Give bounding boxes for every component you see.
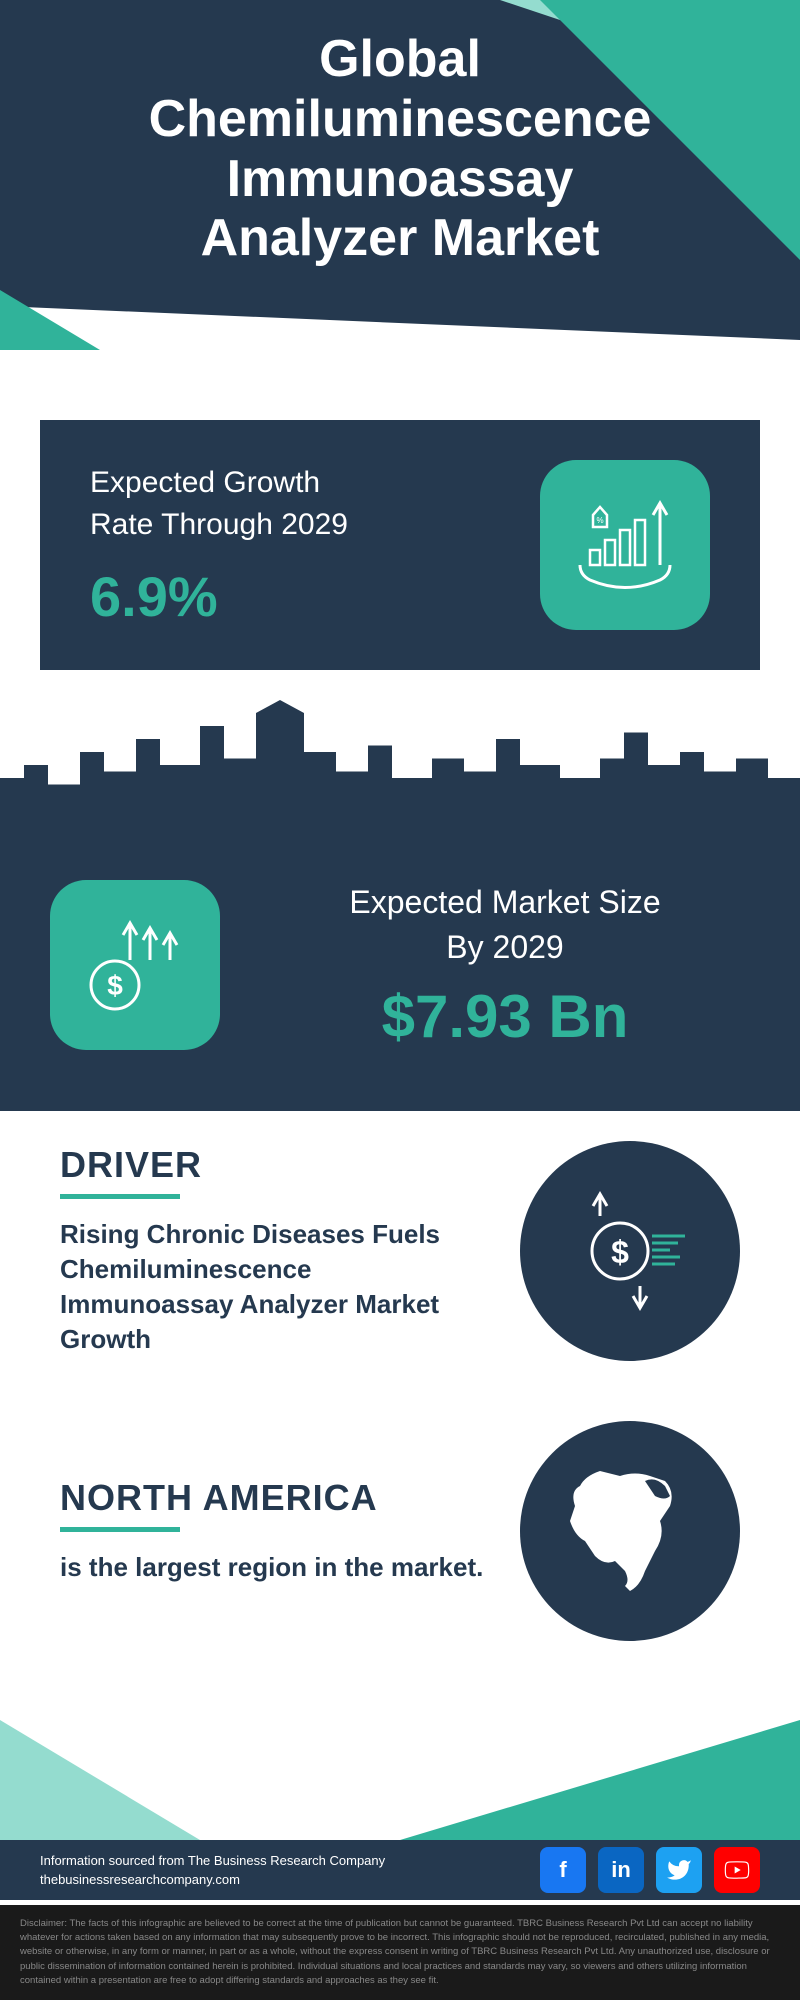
- region-underline: [60, 1527, 180, 1532]
- dollar-growth-icon: $: [50, 880, 220, 1050]
- source-line2: thebusinessresearchcompany.com: [40, 1870, 385, 1890]
- footer-source: Information sourced from The Business Re…: [40, 1851, 385, 1890]
- header: Global Chemiluminescence Immunoassay Ana…: [0, 0, 800, 340]
- skyline-silhouette: [0, 700, 800, 830]
- social-icons: f in: [540, 1847, 760, 1893]
- north-america-map-icon: [520, 1421, 740, 1641]
- growth-label-line1: Expected Growth: [90, 462, 348, 504]
- market-value: $7.93 Bn: [260, 982, 750, 1051]
- driver-section: DRIVER Rising Chronic Diseases Fuels Che…: [0, 1111, 800, 1391]
- page-title: Global Chemiluminescence Immunoassay Ana…: [149, 30, 652, 269]
- growth-chart-icon: %: [540, 460, 710, 630]
- disclaimer-text: Disclaimer: The facts of this infographi…: [0, 1905, 800, 2000]
- growth-label-line2: Rate Through 2029: [90, 504, 348, 546]
- footer-bar: Information sourced from The Business Re…: [0, 1840, 800, 1900]
- growth-value: 6.9%: [90, 564, 348, 629]
- source-line1: Information sourced from The Business Re…: [40, 1851, 385, 1871]
- market-label-line2: By 2029: [260, 925, 750, 970]
- twitter-icon[interactable]: [656, 1847, 702, 1893]
- facebook-icon[interactable]: f: [540, 1847, 586, 1893]
- market-label-line1: Expected Market Size: [260, 880, 750, 925]
- footer: Information sourced from The Business Re…: [0, 1720, 800, 2000]
- youtube-icon[interactable]: [714, 1847, 760, 1893]
- svg-text:%: %: [596, 516, 603, 525]
- region-section: NORTH AMERICA is the largest region in t…: [0, 1391, 800, 1671]
- region-heading: NORTH AMERICA: [60, 1477, 490, 1519]
- svg-text:$: $: [611, 1234, 629, 1270]
- linkedin-icon[interactable]: in: [598, 1847, 644, 1893]
- driver-heading: DRIVER: [60, 1144, 490, 1186]
- driver-underline: [60, 1194, 180, 1199]
- market-text: Expected Market Size By 2029 $7.93 Bn: [260, 880, 750, 1051]
- svg-text:$: $: [107, 970, 123, 1001]
- region-body: is the largest region in the market.: [60, 1550, 490, 1585]
- market-size-card: $ Expected Market Size By 2029 $7.93 Bn: [0, 830, 800, 1111]
- growth-text: Expected Growth Rate Through 2029 6.9%: [90, 462, 348, 629]
- driver-body: Rising Chronic Diseases Fuels Chemilumin…: [60, 1217, 490, 1357]
- growth-rate-card: Expected Growth Rate Through 2029 6.9% %: [40, 420, 760, 670]
- region-text: NORTH AMERICA is the largest region in t…: [60, 1477, 490, 1585]
- money-flow-icon: $: [520, 1141, 740, 1361]
- driver-text: DRIVER Rising Chronic Diseases Fuels Che…: [60, 1144, 490, 1357]
